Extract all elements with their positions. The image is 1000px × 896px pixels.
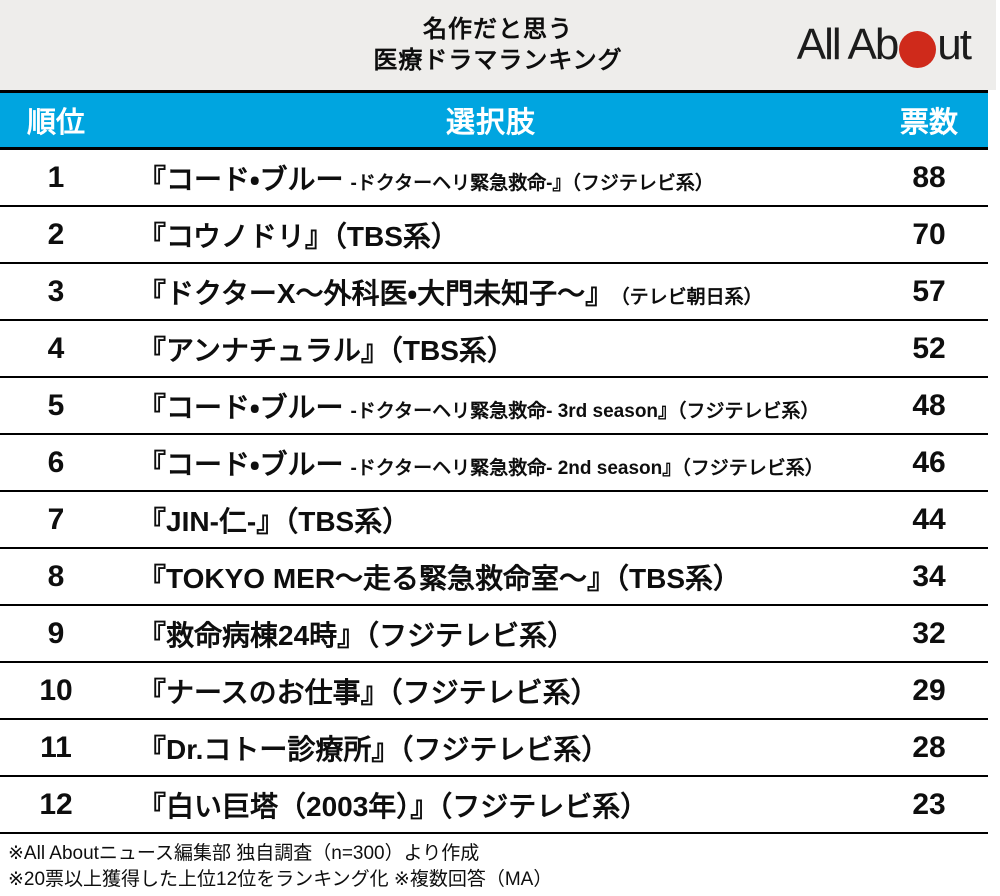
votes-cell: 29 [912, 673, 946, 707]
votes-cell: 70 [912, 217, 946, 251]
choice-cell: 『ドクターX〜外科医・大門未知子〜』 （テレビ朝日系） [112, 272, 870, 312]
rank-cell: 4 [47, 331, 65, 365]
table-row: 5 『コード・ブルー -ドクターヘリ緊急救命- 3rd season』（フジテレビ… [0, 378, 988, 435]
column-header-choice: 選択肢 [445, 107, 536, 139]
logo-text-left: All Ab [796, 20, 900, 69]
rank-cell: 5 [47, 388, 65, 422]
drama-title: 『Dr.コトー診療所』（フジテレビ系） [138, 733, 610, 765]
column-header-rank: 順位 [26, 107, 85, 139]
rank-cell: 1 [47, 160, 65, 194]
table-row: 8 『TOKYO MER〜走る緊急救命室〜』（TBS系） 34 [0, 549, 988, 606]
drama-title: 『アンナチュラル』（TBS系） [138, 334, 515, 366]
ranking-table: 順位 選択肢 票数 1 『コード・ブルー -ドクターヘリ緊急救命-』（フジテレビ系… [0, 90, 988, 834]
drama-title: 『コード・ブルー [138, 163, 344, 195]
drama-title: 『コード・ブルー [138, 391, 344, 423]
footnote-1: ※All Aboutニュース編集部 独自調査（n=300）より作成 [8, 843, 480, 864]
drama-title: 『ナースのお仕事』（フジテレビ系） [138, 676, 599, 708]
table-row: 4 『アンナチュラル』（TBS系） 52 [0, 321, 988, 378]
rank-cell: 6 [47, 445, 65, 479]
table-body: 1 『コード・ブルー -ドクターヘリ緊急救命-』（フジテレビ系） 88 2 『コウ… [0, 150, 988, 834]
rank-cell: 10 [39, 673, 73, 707]
choice-cell: 『アンナチュラル』（TBS系） [112, 329, 870, 369]
choice-cell: 『JIN-仁-』（TBS系） [112, 500, 870, 540]
votes-cell: 44 [912, 502, 946, 536]
votes-cell: 88 [912, 160, 946, 194]
votes-cell: 57 [912, 274, 946, 308]
table-row: 6 『コード・ブルー -ドクターヘリ緊急救命- 2nd season』（フジテレビ… [0, 435, 988, 492]
votes-cell: 28 [912, 730, 946, 764]
table-header-row: 順位 選択肢 票数 [0, 93, 988, 150]
choice-cell: 『コード・ブルー -ドクターヘリ緊急救命- 2nd season』（フジテレビ系） [112, 443, 870, 483]
votes-cell: 52 [912, 331, 946, 365]
choice-cell: 『白い巨塔（2003年）』（フジテレビ系） [112, 785, 870, 825]
rank-cell: 2 [47, 217, 65, 251]
choice-cell: 『コード・ブルー -ドクターヘリ緊急救命-』（フジテレビ系） [112, 158, 870, 198]
rank-cell: 7 [47, 502, 65, 536]
drama-subtitle: -ドクターヘリ緊急救命-』（フジテレビ系） [350, 172, 714, 194]
drama-title: 『コウノドリ』（TBS系） [138, 220, 459, 252]
table-row: 9 『救命病棟24時』（フジテレビ系） 32 [0, 606, 988, 663]
drama-title: 『救命病棟24時』（フジテレビ系） [138, 619, 576, 651]
table-row: 3 『ドクターX〜外科医・大門未知子〜』 （テレビ朝日系） 57 [0, 264, 988, 321]
votes-cell: 48 [912, 388, 946, 422]
drama-subtitle: -ドクターヘリ緊急救命- 3rd season』（フジテレビ系） [350, 400, 820, 422]
drama-title: 『コード・ブルー [138, 448, 344, 480]
drama-subtitle: （テレビ朝日系） [620, 286, 763, 308]
votes-cell: 34 [912, 559, 946, 593]
footnotes: ※All Aboutニュース編集部 独自調査（n=300）より作成 ※20票以上… [0, 834, 1000, 893]
title-bar: 名作だと思う 医療ドラマランキング All Ab ut [0, 0, 996, 90]
choice-cell: 『Dr.コトー診療所』（フジテレビ系） [112, 728, 870, 768]
drama-title: 『白い巨塔（2003年）』（フジテレビ系） [138, 790, 649, 822]
logo-text-right: ut [937, 20, 972, 69]
title-line-1: 名作だと思う [423, 16, 573, 43]
table-row: 1 『コード・ブルー -ドクターヘリ緊急救命-』（フジテレビ系） 88 [0, 150, 988, 207]
votes-cell: 46 [912, 445, 946, 479]
rank-cell: 9 [47, 616, 65, 650]
drama-title: 『ドクターX〜外科医・大門未知子〜』 [138, 277, 614, 309]
table-row: 7 『JIN-仁-』（TBS系） 44 [0, 492, 988, 549]
votes-cell: 32 [912, 616, 946, 650]
logo-red-dot-icon [899, 30, 937, 68]
choice-cell: 『ナースのお仕事』（フジテレビ系） [112, 671, 870, 711]
rank-cell: 3 [47, 274, 65, 308]
rank-cell: 8 [47, 559, 65, 593]
table-row: 10 『ナースのお仕事』（フジテレビ系） 29 [0, 663, 988, 720]
choice-cell: 『救命病棟24時』（フジテレビ系） [112, 614, 870, 654]
table-row: 11 『Dr.コトー診療所』（フジテレビ系） 28 [0, 720, 988, 777]
page-title: 名作だと思う 医療ドラマランキング [0, 14, 996, 76]
rank-cell: 11 [40, 730, 72, 764]
table-row: 2 『コウノドリ』（TBS系） 70 [0, 207, 988, 264]
drama-title: 『TOKYO MER〜走る緊急救命室〜』（TBS系） [138, 562, 742, 594]
title-line-2: 医療ドラマランキング [373, 47, 623, 74]
allabout-logo: All Ab ut [796, 20, 972, 70]
votes-cell: 23 [912, 787, 946, 821]
footnote-2: ※20票以上獲得した上位12位をランキング化 ※複数回答（MA） [8, 869, 553, 890]
choice-cell: 『コード・ブルー -ドクターヘリ緊急救命- 3rd season』（フジテレビ系） [112, 386, 870, 426]
drama-title: 『JIN-仁-』（TBS系） [138, 505, 411, 537]
rank-cell: 12 [39, 787, 73, 821]
drama-subtitle: -ドクターヘリ緊急救命- 2nd season』（フジテレビ系） [350, 457, 824, 479]
table-row: 12 『白い巨塔（2003年）』（フジテレビ系） 23 [0, 777, 988, 834]
choice-cell: 『コウノドリ』（TBS系） [112, 215, 870, 255]
column-header-votes: 票数 [899, 107, 958, 139]
choice-cell: 『TOKYO MER〜走る緊急救命室〜』（TBS系） [112, 557, 870, 597]
